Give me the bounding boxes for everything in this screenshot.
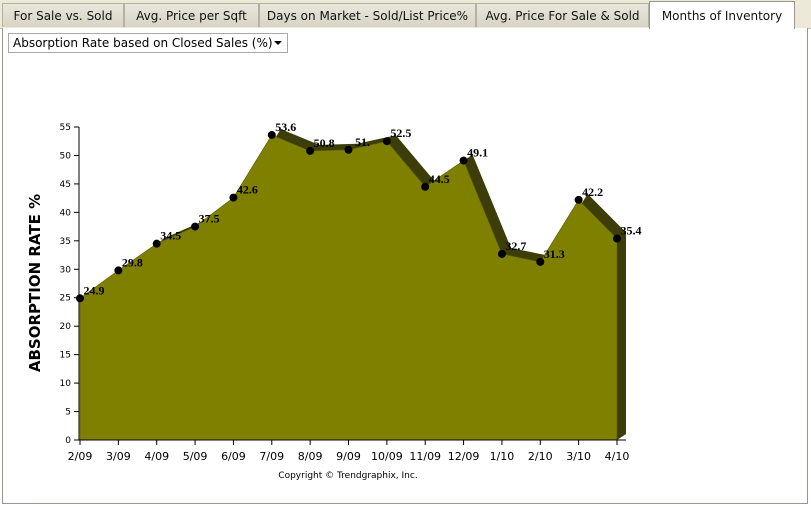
data-label: 44.5 bbox=[429, 172, 450, 186]
y-tick-label: 20 bbox=[60, 322, 72, 332]
data-point bbox=[497, 249, 506, 258]
tab-avg-price-for-sale-sold[interactable]: Avg. Price For Sale & Sold bbox=[476, 3, 649, 27]
data-point bbox=[152, 239, 161, 248]
data-point bbox=[76, 294, 84, 303]
x-tick-label: 1/10 bbox=[490, 450, 515, 463]
data-point bbox=[421, 182, 430, 191]
chevron-down-icon bbox=[274, 41, 282, 45]
data-labels: 24.9 29.8 34.5 37.5 42.6 53.6 50.8 51. 52.5 44.5 4… bbox=[84, 120, 642, 297]
x-tick-label: 11/09 bbox=[409, 450, 441, 463]
x-tick-label: 8/09 bbox=[298, 450, 323, 463]
x-tick-label: 4/10 bbox=[605, 450, 630, 463]
data-point bbox=[229, 193, 238, 202]
x-tick-label: 6/09 bbox=[221, 450, 246, 463]
area-side-face bbox=[617, 232, 626, 440]
data-label: 50.8 bbox=[314, 136, 335, 150]
copyright-credit: Copyright © Trendgraphix, Inc. bbox=[278, 471, 417, 481]
data-point bbox=[459, 156, 468, 165]
y-tick-label: 30 bbox=[60, 265, 72, 275]
tab-bar: For Sale vs. Sold Avg. Price per Sqft Da… bbox=[0, 0, 811, 29]
x-tick-label: 10/09 bbox=[371, 450, 403, 463]
data-label: 52.5 bbox=[390, 126, 411, 140]
data-point bbox=[267, 130, 276, 139]
data-label: 24.9 bbox=[84, 283, 105, 297]
x-tick-label: 2/09 bbox=[68, 450, 93, 463]
x-tick-label: 3/09 bbox=[106, 450, 131, 463]
y-tick-label: 40 bbox=[60, 208, 72, 218]
data-point bbox=[574, 195, 583, 204]
axes: 0 5 10 15 20 25 30 35 40 45 50 55 2/09 3/09 4/09 5/09 6/… bbox=[60, 123, 630, 463]
x-tick-label: 9/09 bbox=[336, 450, 361, 463]
y-tick-label: 15 bbox=[60, 351, 71, 361]
data-label: 35.4 bbox=[621, 224, 642, 238]
x-tick-label: 12/09 bbox=[448, 450, 480, 463]
y-tick-label: 25 bbox=[60, 294, 71, 304]
y-tick-label: 5 bbox=[65, 408, 71, 418]
data-label: 37.5 bbox=[199, 212, 220, 226]
x-tick-label: 4/09 bbox=[144, 450, 169, 463]
data-label: 51. bbox=[355, 135, 370, 149]
y-tick-label: 55 bbox=[60, 123, 71, 133]
y-tick-label: 10 bbox=[60, 379, 72, 389]
x-tick-label: 7/09 bbox=[259, 450, 284, 463]
data-point bbox=[191, 222, 200, 231]
metric-select-value: Absorption Rate based on Closed Sales (%… bbox=[13, 36, 273, 50]
data-label: 49.1 bbox=[467, 146, 488, 160]
data-label: 29.8 bbox=[122, 255, 143, 269]
data-point bbox=[114, 266, 123, 275]
y-axis-title: ABSORPTION RATE % bbox=[26, 194, 44, 372]
y-tick-label: 50 bbox=[60, 151, 72, 161]
y-tick-label: 0 bbox=[65, 436, 71, 446]
x-tick-label: 5/09 bbox=[183, 450, 208, 463]
data-point bbox=[344, 145, 353, 154]
y-tick-label: 35 bbox=[60, 237, 71, 247]
metric-select[interactable]: Absorption Rate based on Closed Sales (%… bbox=[8, 33, 288, 53]
data-label: 53.6 bbox=[275, 120, 296, 134]
data-label: 31.3 bbox=[544, 247, 565, 261]
data-label: 42.6 bbox=[237, 183, 258, 197]
tab-months-of-inventory[interactable]: Months of Inventory bbox=[649, 1, 795, 29]
data-point bbox=[613, 234, 621, 243]
data-label: 42.2 bbox=[582, 185, 603, 199]
x-tick-label: 2/10 bbox=[528, 450, 553, 463]
area-series bbox=[79, 134, 618, 441]
data-markers bbox=[76, 130, 621, 303]
data-point bbox=[536, 257, 545, 266]
x-tick-label: 3/10 bbox=[566, 450, 591, 463]
tab-avg-price-per-sqft[interactable]: Avg. Price per Sqft bbox=[124, 3, 259, 27]
data-label: 32.7 bbox=[505, 239, 526, 253]
area-front bbox=[79, 134, 618, 441]
data-point bbox=[306, 146, 315, 155]
tab-for-sale-vs-sold[interactable]: For Sale vs. Sold bbox=[2, 3, 124, 27]
data-point bbox=[382, 137, 391, 146]
data-label: 34.5 bbox=[160, 229, 181, 243]
y-tick-label: 45 bbox=[60, 180, 71, 190]
tab-days-on-market[interactable]: Days on Market - Sold/List Price% bbox=[259, 3, 476, 27]
